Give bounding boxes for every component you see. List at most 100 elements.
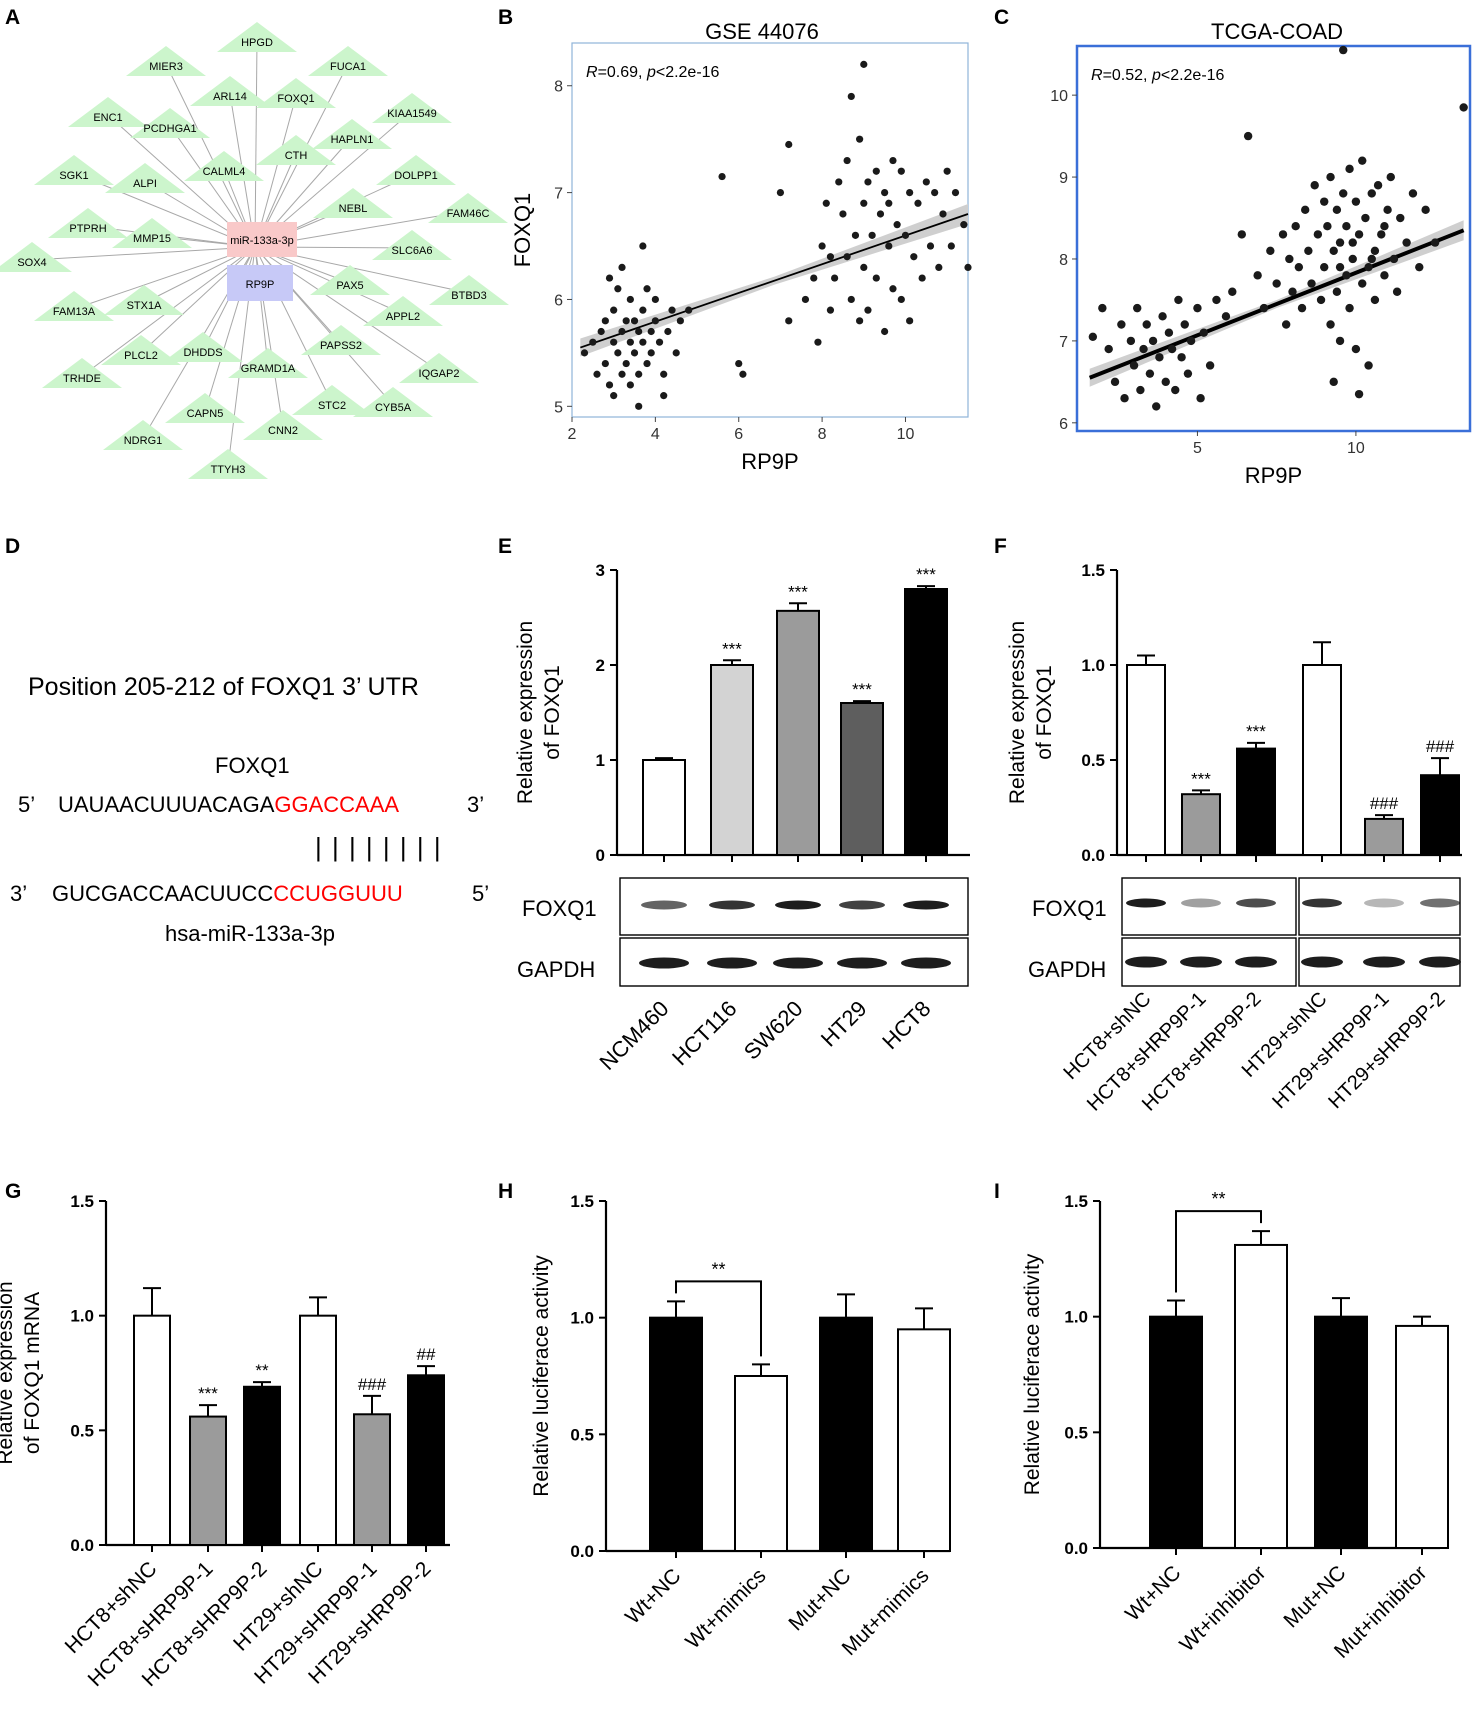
data-point (1304, 246, 1313, 255)
y-tick-label: 1.0 (70, 1307, 94, 1326)
gene-node (0, 242, 72, 272)
y-axis-label: FOXQ1 (510, 193, 535, 268)
gene-node-label: CTH (285, 150, 308, 162)
blot-band (707, 957, 757, 969)
panel-label-h: H (498, 1180, 513, 1203)
data-point (964, 263, 972, 271)
data-point (1199, 328, 1208, 337)
panel-d-alignment: Position 205-212 of FOXQ1 3’ UTR FOXQ1 5… (10, 673, 489, 946)
data-point (864, 306, 872, 314)
network-edge (73, 246, 256, 310)
data-point (1278, 230, 1288, 239)
data-point (1212, 295, 1221, 305)
data-point (639, 242, 647, 250)
data-point (1383, 205, 1392, 215)
gene-node-label: CALML4 (203, 166, 246, 178)
gene-node (310, 265, 390, 295)
network-edge (254, 95, 297, 248)
blot-band (901, 957, 951, 969)
data-point (601, 317, 609, 325)
data-point (889, 285, 897, 293)
gene-node (312, 119, 392, 149)
data-point (889, 156, 897, 165)
data-point (1281, 320, 1291, 329)
blot-band (1301, 956, 1343, 968)
mirna-sequence-unpaired: GUCGACCAACUUCC (52, 881, 273, 906)
data-point (1196, 394, 1205, 403)
data-point (630, 317, 639, 325)
x-tick-label: 5 (1193, 440, 1202, 457)
data-point (1380, 271, 1389, 280)
data-point (1288, 287, 1297, 296)
gene-node-label: TRHDE (63, 373, 101, 385)
gene-node (353, 387, 433, 417)
data-point (626, 381, 634, 389)
blot-band (1363, 956, 1405, 968)
data-point (647, 327, 655, 336)
panel-g-bar-chart: 0.0 0.5 1.0 1.5 Relative expression of FOXQ1 … (0, 1192, 450, 1691)
blot-band (1419, 956, 1461, 968)
bar (904, 588, 948, 856)
gene-node (130, 108, 210, 138)
data-point (1329, 377, 1338, 387)
data-point (647, 349, 655, 357)
category-label: Wt+NC (1121, 1561, 1186, 1626)
network-edge (31, 246, 256, 261)
gene-node-label: ALPI (133, 178, 157, 190)
data-point (655, 338, 664, 346)
utr-sequence-unpaired: UAUAACUUUACAGA (58, 792, 275, 817)
y-tick-label: 8 (1059, 252, 1068, 269)
data-point (1228, 287, 1237, 296)
gene-node-label: HPGD (241, 37, 273, 49)
data-point (922, 178, 930, 186)
bar (243, 1385, 281, 1547)
data-point (660, 392, 668, 400)
data-point (1186, 336, 1196, 346)
data-point (1136, 385, 1145, 395)
data-point (639, 306, 647, 314)
bar (734, 1375, 788, 1552)
gene-node-label: ENC1 (93, 112, 122, 124)
gene-node-label: PLCL2 (124, 350, 158, 362)
regression-line (580, 213, 969, 349)
y-tick-label: 5 (554, 399, 563, 416)
y-tick-label: 6 (554, 292, 563, 309)
bar (1236, 747, 1276, 856)
data-point (593, 370, 601, 378)
blot-band (639, 957, 689, 969)
data-point (1177, 353, 1186, 362)
y-tick-label: 0.5 (1081, 751, 1105, 770)
data-point (785, 140, 793, 149)
data-point (1155, 353, 1164, 362)
data-point (1335, 262, 1345, 272)
utr-seed-match: GGACCAAA (274, 792, 399, 817)
significance-mark: *** (788, 582, 808, 601)
data-point (1323, 222, 1332, 231)
gene-node-label: BTBD3 (451, 290, 486, 302)
data-point (785, 317, 793, 325)
data-point (1294, 262, 1304, 272)
data-point (876, 210, 885, 218)
lncrna-node-label: RP9P (246, 279, 275, 291)
p-value: <2.2e-16 (1161, 67, 1225, 84)
gene-node (217, 22, 297, 52)
gene-node-label: SLC6A6 (392, 245, 433, 257)
y-tick-label: 0.0 (70, 1536, 94, 1555)
y-axis-label-line2: of FOXQ1 (1033, 665, 1056, 760)
r-symbol: R (1091, 67, 1103, 84)
data-point (685, 306, 693, 314)
data-point (1161, 377, 1170, 387)
y-tick-label: 9 (1059, 170, 1068, 187)
gene-node (399, 353, 479, 383)
significance-mark: ### (1370, 794, 1399, 813)
gene-node-label: MMP15 (133, 233, 171, 245)
gene-node-label: NDRG1 (124, 435, 163, 447)
data-point (1139, 344, 1148, 354)
bar (840, 702, 884, 856)
gene-node (42, 358, 122, 388)
data-point (1386, 172, 1395, 182)
data-point (897, 295, 905, 304)
data-point (1307, 279, 1316, 288)
y-axis-label-line2: of FOXQ1 mRNA (21, 1292, 44, 1454)
data-point (639, 338, 647, 346)
